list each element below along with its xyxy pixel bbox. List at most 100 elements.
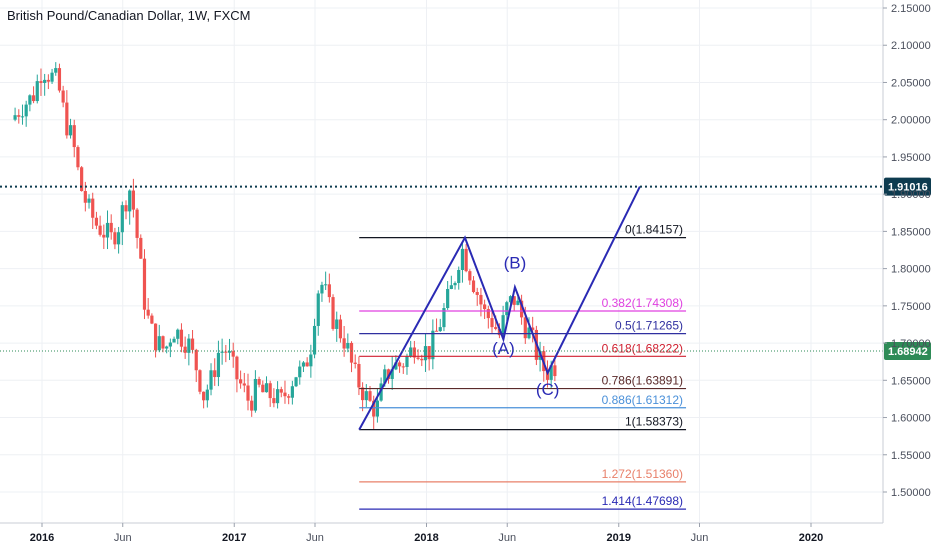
candle-body (87, 198, 91, 203)
candle-body (220, 351, 224, 353)
candle-body (157, 336, 161, 351)
grid (0, 0, 883, 523)
candle-body (172, 338, 176, 343)
candle-body (312, 325, 317, 355)
candle-body (135, 209, 139, 238)
candle-body (375, 400, 380, 417)
price-axis[interactable]: 2.15000 2.10000 2.05000 2.00000 1.95000 1.900… (883, 3, 931, 499)
wave-label: (A) (492, 339, 515, 358)
candle-body (165, 346, 169, 349)
candle-body (512, 296, 516, 305)
candle-body (431, 330, 435, 360)
price-tick-label: 1.55000 (891, 450, 931, 462)
candle-body (65, 102, 69, 136)
price-badge (884, 341, 931, 360)
candle-body (416, 357, 420, 359)
candles (13, 62, 557, 429)
candle-body (505, 302, 509, 316)
candle-body (20, 116, 25, 118)
price-tick-label: 1.80000 (891, 264, 931, 276)
time-tick-label: 2020 (799, 532, 823, 544)
candle-body (527, 327, 531, 339)
candle-body (386, 369, 391, 379)
candle-body (338, 319, 343, 339)
candle-body (434, 330, 439, 332)
candle-body (113, 232, 117, 245)
candle-body (471, 280, 476, 293)
fib-level-label: 0(1.84157) (625, 223, 683, 237)
candle-body (449, 285, 453, 289)
candle-body (183, 346, 187, 353)
time-tick-label: 2016 (30, 532, 54, 544)
candle-body (490, 318, 494, 328)
price-tick-label: 1.65000 (891, 375, 931, 387)
fib-level-label: 0.618(1.68222) (602, 341, 683, 355)
candle-body (494, 327, 498, 329)
candle-body (390, 369, 394, 379)
time-axis[interactable]: 2016 Jun 2017 Jun 2018 Jun 2019 Jun 2020 (30, 523, 823, 544)
candle-body (368, 391, 372, 401)
candle-body (327, 284, 331, 298)
fib-level-label: 0.786(1.63891) (602, 374, 683, 388)
candle-body (275, 389, 280, 404)
candle-body (250, 400, 254, 411)
candle-body (31, 95, 36, 102)
time-tick-label: 2019 (607, 532, 631, 544)
candle-body (320, 284, 324, 294)
candle-body (483, 304, 487, 310)
candle-body (153, 323, 158, 351)
candle-body (72, 125, 76, 148)
fib-level-label: 1.272(1.51360) (602, 467, 683, 481)
candle-body (94, 217, 99, 226)
candle-body (446, 288, 450, 309)
time-tick-label: Jun (498, 532, 516, 544)
candle-body (290, 386, 294, 398)
candle-body (198, 370, 202, 392)
wave-projection-line[interactable] (358, 186, 641, 431)
candle-body (105, 222, 110, 238)
candle-body (420, 358, 424, 361)
candle-body (253, 378, 257, 411)
candle-body (68, 125, 73, 136)
price-tick-label: 1.90000 (891, 189, 931, 201)
candle-body (464, 248, 468, 272)
candle-body (379, 383, 383, 401)
candle-body (176, 329, 180, 339)
candle-body (190, 338, 195, 350)
candle-body (475, 292, 479, 295)
candle-body (205, 389, 209, 401)
price-tick-label: 1.50000 (891, 487, 931, 499)
fib-level-label: 1(1.58373) (625, 415, 683, 429)
fibonacci-retracement[interactable]: 0(1.84157) 0.382(1.74308) 0.5(1.71265) 0.61… (359, 223, 687, 510)
candle-body (294, 377, 298, 387)
candle-body (202, 391, 206, 401)
candle-body (497, 328, 502, 336)
wave-pattern[interactable]: (B) (A) (C) (358, 186, 641, 431)
candle-body (194, 349, 198, 371)
candle-body (179, 329, 184, 347)
price-tick-label: 2.15000 (891, 3, 931, 15)
candle-body (305, 362, 309, 367)
candle-body (442, 308, 446, 328)
candle-body (98, 225, 102, 235)
candle-body (117, 232, 121, 245)
candle-body (549, 365, 553, 380)
wave-label: (C) (536, 380, 560, 399)
horizontal-lines[interactable]: 1.91016 1.68942 (0, 177, 931, 360)
candle-body (61, 90, 65, 103)
price-tick-label: 2.10000 (891, 40, 931, 52)
chart-title: British Pound/Canadian Dollar, 1W, FXCM (7, 8, 251, 23)
candle-body (545, 371, 550, 380)
candle-body (46, 79, 50, 82)
candle-body (401, 366, 405, 368)
candle-body (246, 385, 250, 401)
candle-body (272, 398, 276, 404)
candle-body (279, 389, 283, 393)
price-tick-label: 2.00000 (891, 115, 931, 127)
candle-body (516, 300, 520, 305)
price-tick-label: 1.95000 (891, 152, 931, 164)
candle-body (83, 191, 87, 203)
candle-body (438, 327, 442, 332)
candle-body (361, 387, 365, 401)
